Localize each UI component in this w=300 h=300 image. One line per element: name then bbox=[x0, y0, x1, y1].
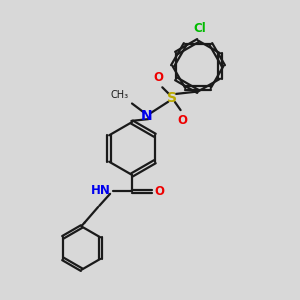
Text: O: O bbox=[154, 185, 164, 198]
Text: S: S bbox=[167, 91, 178, 104]
Text: HN: HN bbox=[91, 184, 111, 197]
Text: O: O bbox=[153, 71, 164, 84]
Text: O: O bbox=[178, 114, 188, 127]
Text: CH₃: CH₃ bbox=[111, 90, 129, 100]
Text: N: N bbox=[141, 109, 153, 122]
Text: Cl: Cl bbox=[193, 22, 206, 35]
